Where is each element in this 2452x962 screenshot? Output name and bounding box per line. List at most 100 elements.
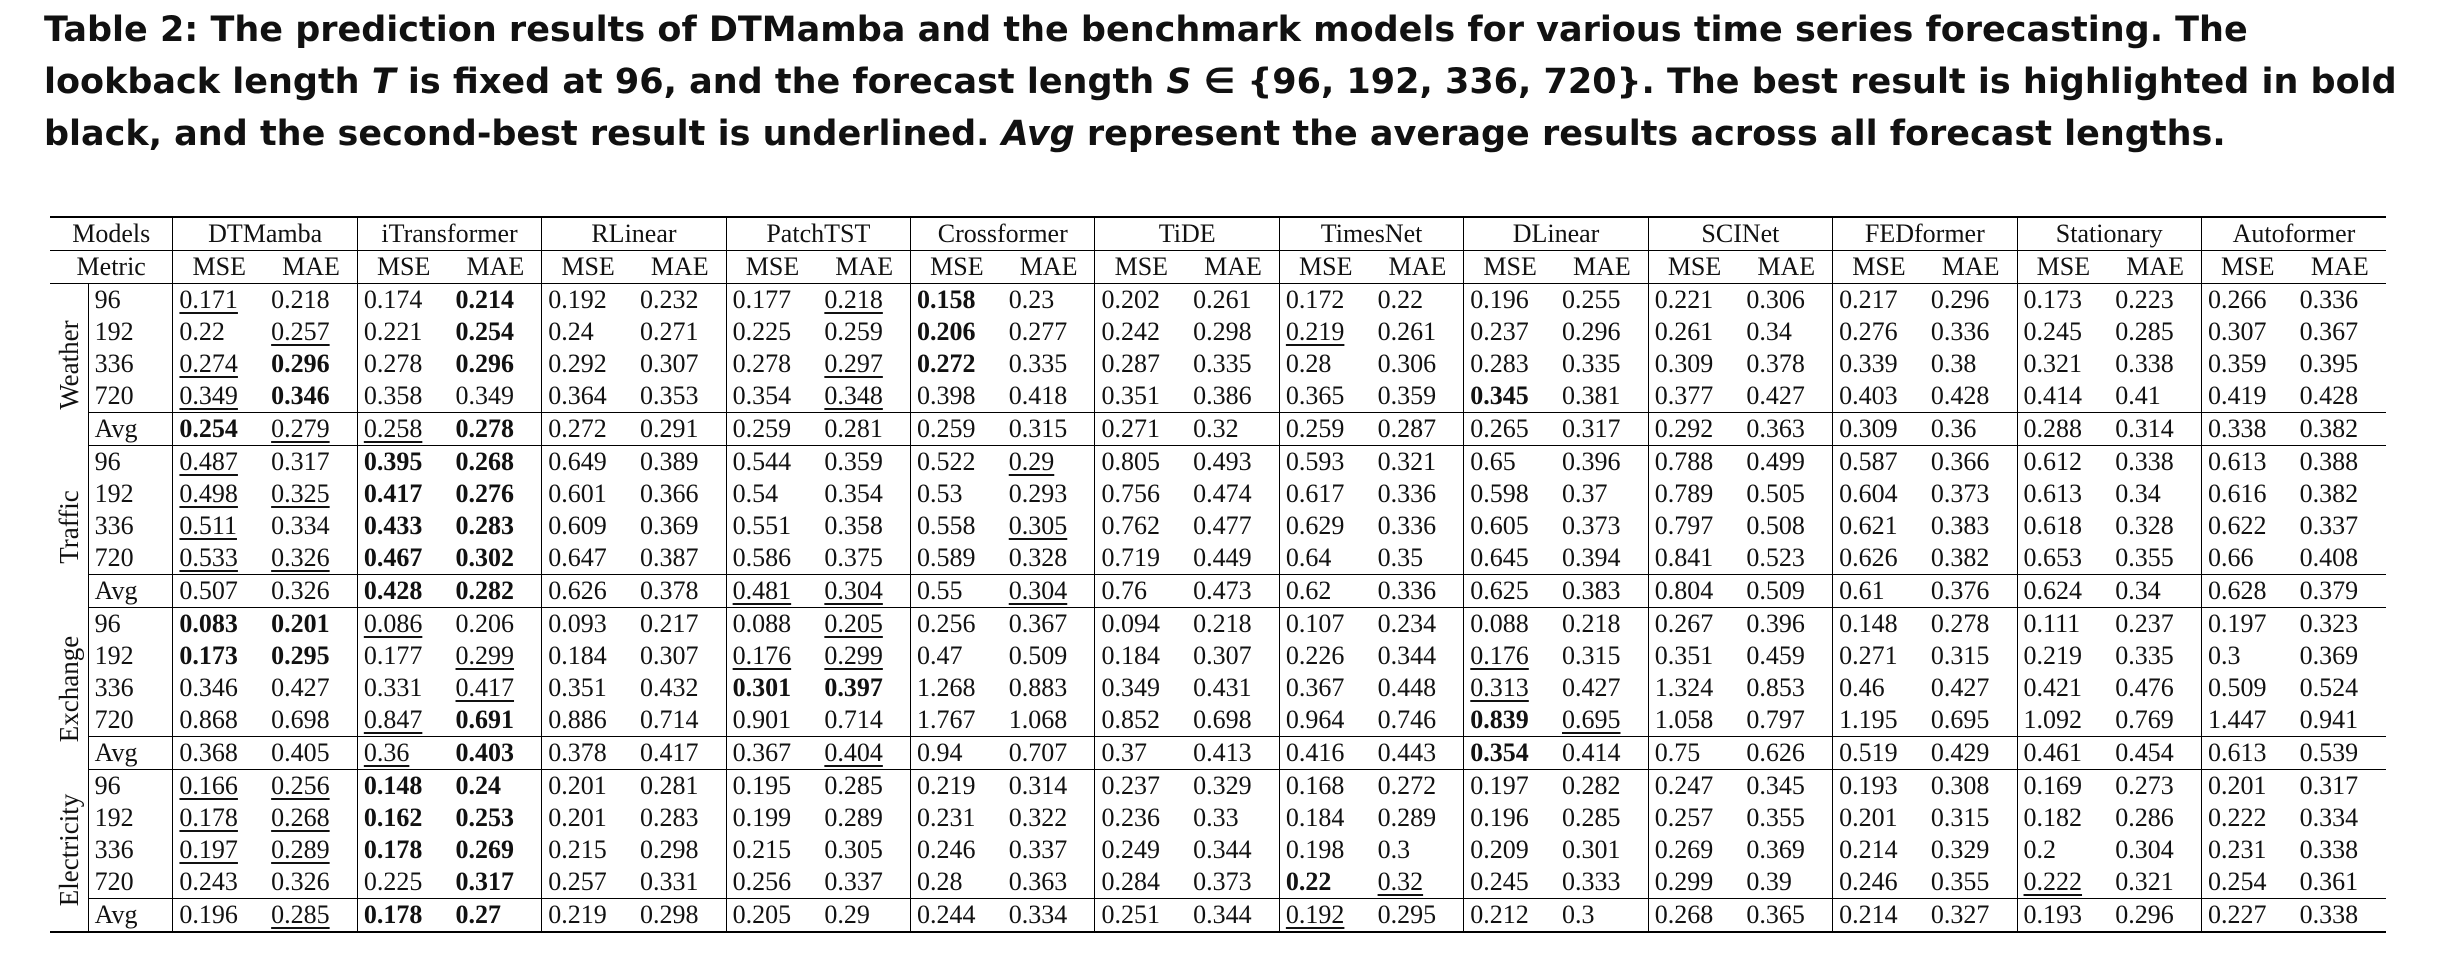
dataset-label-cell: Traffic — [50, 445, 89, 608]
result-value: 0.507 — [179, 576, 238, 605]
result-cell: 0.39 — [1740, 866, 1832, 899]
result-value: 0.326 — [271, 576, 330, 605]
result-cell: 0.613 — [2200, 736, 2294, 770]
result-value: 0.274 — [179, 349, 238, 378]
models-header-row: Models DTMamba iTransformer RLinear PatchTS… — [50, 217, 2386, 251]
result-value: 0.321 — [2023, 349, 2083, 378]
result-cell: 0.499 — [1740, 446, 1832, 479]
result-cell: 0.338 — [2200, 412, 2294, 446]
result-cell: 0.41 — [2109, 380, 2201, 413]
result-cell: 0.178 — [172, 802, 266, 834]
result-value: 0.369 — [1746, 835, 1805, 864]
results-body: Weather 96 0.171 0.218 0.174 0.214 0.192 0.232 0… — [50, 283, 2386, 932]
result-value: 0.373 — [1193, 867, 1252, 896]
result-cell: 0.296 — [1925, 284, 2017, 317]
result-cell: 0.804 — [1647, 574, 1741, 608]
result-value: 1.195 — [1839, 705, 1898, 734]
metric-header: MSE — [1094, 250, 1188, 284]
result-value: 0.298 — [1193, 317, 1252, 346]
result-cell: 0.361 — [2294, 866, 2386, 899]
result-cell: 0.405 — [265, 736, 358, 770]
result-value: 0.418 — [1008, 381, 1068, 410]
result-value: 0.338 — [2207, 414, 2267, 443]
result-cell: 0.307 — [634, 640, 726, 672]
result-value: 0.28 — [1285, 349, 1332, 378]
forecast-length: 720 — [94, 543, 134, 572]
result-cell: 1.447 — [2200, 704, 2294, 737]
result-cell: 0.222 — [2016, 866, 2110, 899]
result-value: 0.198 — [1285, 835, 1345, 864]
result-value: 0.378 — [639, 576, 699, 605]
result-value: 0.32 — [1377, 867, 1424, 896]
result-cell: 0.317 — [2294, 770, 2386, 803]
result-value: 0.358 — [824, 511, 883, 540]
result-value: 0.551 — [732, 511, 792, 540]
result-value: 0.395 — [2299, 349, 2359, 378]
result-value: 0.289 — [1377, 803, 1437, 832]
result-cell: 0.178 — [356, 898, 450, 932]
result-cell: 0.427 — [1740, 380, 1832, 413]
result-cell: 0.173 — [2016, 283, 2110, 316]
result-value: 0.219 — [548, 900, 607, 929]
forecast-length: 720 — [94, 867, 134, 896]
result-cell: 0.47 — [910, 640, 1003, 672]
result-value: 0.307 — [639, 641, 699, 670]
result-cell: 0.338 — [2293, 898, 2386, 932]
result-cell: 0.369 — [634, 510, 726, 542]
result-value: 0.309 — [1654, 349, 1714, 378]
result-value: 0.509 — [2207, 673, 2267, 702]
metric-header: MAE — [818, 250, 911, 284]
result-cell: 0.427 — [1925, 672, 2017, 704]
result-cell: 0.289 — [818, 802, 910, 834]
result-cell: 0.192 — [541, 283, 634, 316]
result-value: 0.604 — [1839, 479, 1898, 508]
result-cell: 0.626 — [1832, 542, 1925, 575]
result-value: 0.477 — [1193, 511, 1252, 540]
result-value: 0.201 — [548, 803, 607, 832]
result-cell: 0.217 — [1832, 283, 1925, 316]
result-value: 0.476 — [2115, 673, 2174, 702]
result-cell: 0.28 — [910, 866, 1003, 899]
result-value: 0.268 — [271, 803, 330, 832]
result-value: 0.613 — [2207, 738, 2267, 767]
result-value: 0.284 — [1101, 867, 1160, 896]
result-value: 0.355 — [1930, 867, 1990, 896]
result-cell: 0.299 — [818, 640, 910, 672]
result-value: 0.254 — [179, 414, 238, 443]
result-cell: 0.315 — [1556, 640, 1648, 672]
result-cell: 0.225 — [725, 316, 819, 348]
result-value: 0.38 — [1930, 349, 1977, 378]
result-cell: 0.086 — [356, 607, 450, 640]
result-value: 0.218 — [1562, 609, 1621, 638]
result-value: 0.345 — [1470, 381, 1529, 410]
result-cell: 0.215 — [541, 834, 634, 866]
result-value: 0.254 — [455, 317, 515, 346]
result-value: 0.093 — [548, 609, 607, 638]
result-value: 0.298 — [639, 900, 699, 929]
result-value: 0.223 — [2115, 285, 2174, 314]
result-cell: 0.221 — [356, 316, 450, 348]
result-value: 0.299 — [824, 641, 883, 670]
result-value: 0.365 — [1746, 900, 1805, 929]
metric-header: MAE — [1002, 250, 1095, 284]
metric-header: MAE — [633, 250, 727, 284]
result-value: 0.367 — [2299, 317, 2359, 346]
result-value: 0.847 — [363, 705, 423, 734]
result-cell: 0.691 — [450, 704, 542, 737]
result-cell: 0.398 — [910, 380, 1003, 413]
result-cell: 0.344 — [1187, 834, 1279, 866]
result-cell: 0.285 — [265, 898, 358, 932]
result-value: 0.193 — [2023, 900, 2083, 929]
result-value: 0.296 — [1562, 317, 1621, 346]
result-cell: 0.24 — [450, 770, 542, 803]
result-cell: 0.367 — [1003, 608, 1095, 641]
result-value: 0.47 — [917, 641, 963, 670]
result-value: 0.256 — [732, 867, 792, 896]
result-value: 0.804 — [1654, 576, 1714, 605]
result-cell: 0.487 — [172, 445, 266, 478]
result-value: 0.299 — [455, 641, 515, 670]
result-value: 0.55 — [917, 576, 963, 605]
result-cell: 0.317 — [450, 866, 542, 899]
result-cell: 0.222 — [2200, 802, 2294, 834]
result-value: 0.304 — [1008, 576, 1068, 605]
